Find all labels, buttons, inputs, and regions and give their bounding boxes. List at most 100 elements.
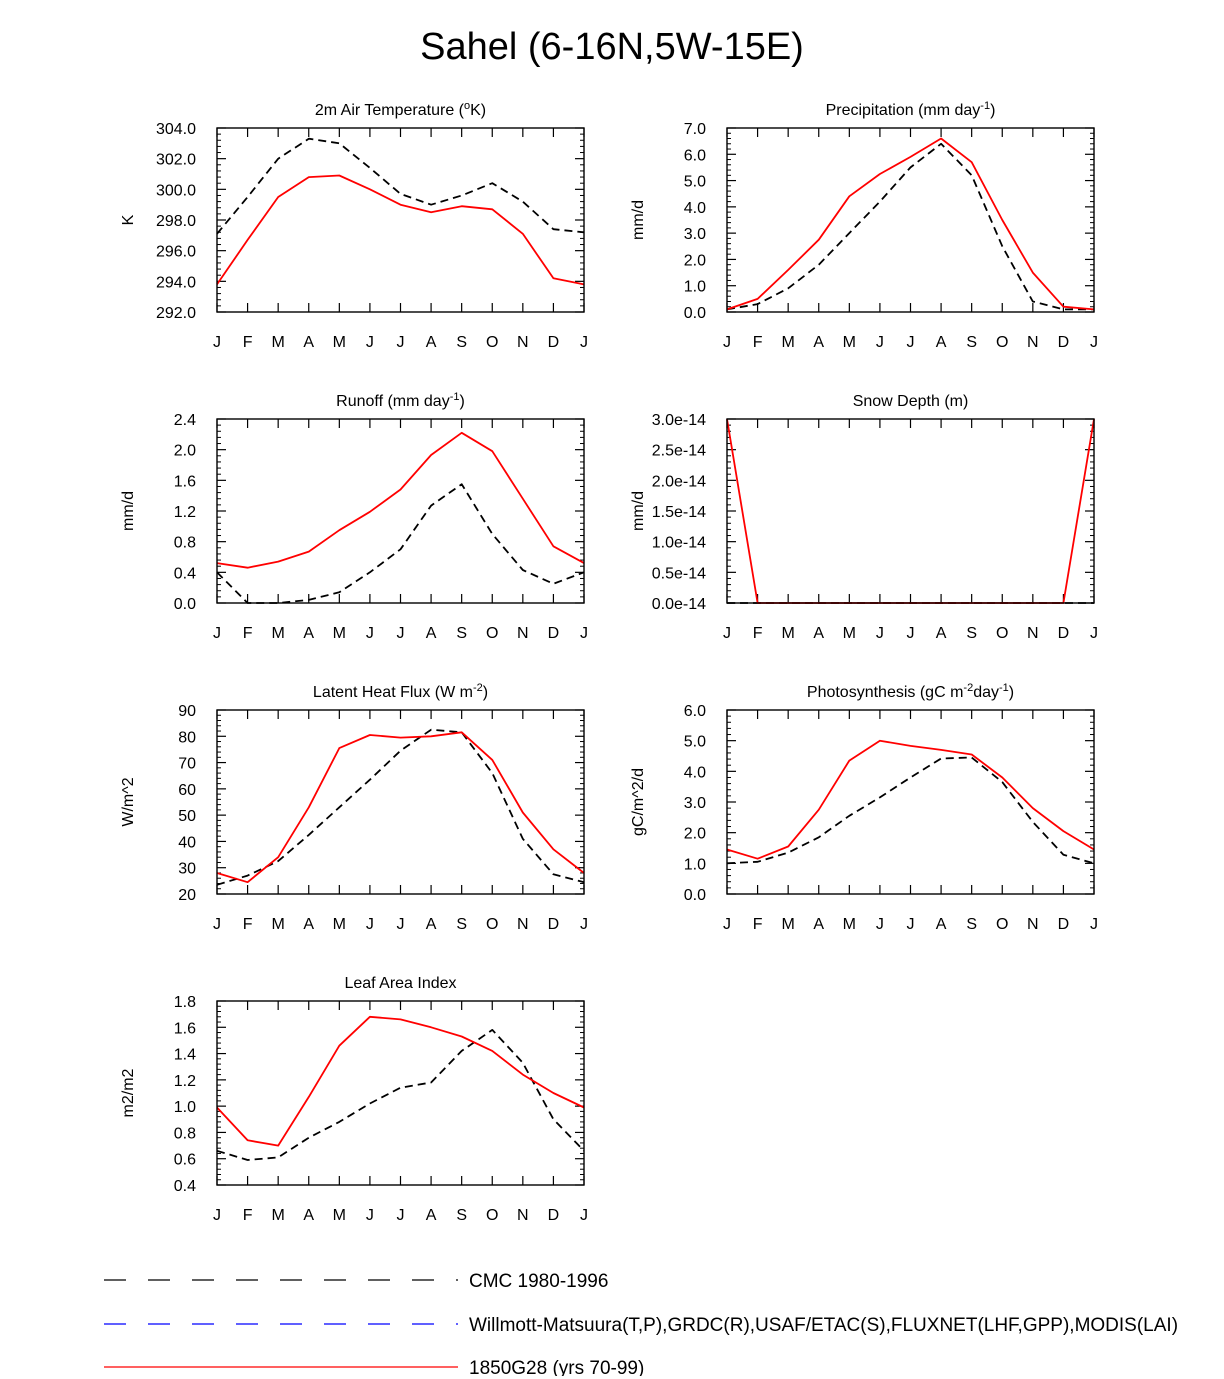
plot-frame	[216, 709, 585, 895]
x-tick-label: A	[303, 1207, 314, 1224]
plot-frame	[726, 127, 1095, 313]
y-tick-label: 1.0	[684, 279, 706, 296]
chart-title: Leaf Area Index	[344, 975, 456, 992]
x-tick-label: M	[333, 916, 346, 933]
y-tick-label: 3.0	[684, 795, 706, 812]
y-tick-label: 1.0e-14	[652, 535, 706, 552]
y-tick-label: 0.0e-14	[652, 596, 706, 613]
x-tick-label: A	[426, 625, 437, 642]
x-tick-label: O	[486, 1207, 498, 1224]
y-axis-label: gC/m^2/d	[630, 768, 647, 836]
title-text: day	[973, 684, 999, 701]
y-tick-label: 294.0	[156, 274, 196, 291]
y-axis-label: W/m^2	[120, 777, 137, 826]
title-text: Snow Depth (m)	[853, 393, 969, 410]
series-line-model	[216, 1015, 585, 1147]
x-tick-label: N	[517, 1207, 529, 1224]
x-tick-label: F	[243, 916, 253, 933]
title-text: 2m Air Temperature (	[315, 102, 465, 119]
x-tick-label: O	[996, 625, 1008, 642]
x-tick-label: N	[517, 334, 529, 351]
chart-leaf-area-index: Leaf Area Index m2/m2 0.4 0.6 0.8 1.0 1.2 1.4 1.…	[120, 975, 588, 1224]
title-superscript: o	[464, 100, 470, 112]
legend: CMC 1980-1996 Willmott-Matsuura(T,P),GRD…	[104, 1271, 1178, 1376]
x-tick-label: F	[243, 1207, 253, 1224]
x-tick-label: J	[397, 625, 405, 642]
plot-frame	[726, 418, 1095, 604]
x-tick-label: F	[243, 334, 253, 351]
x-tick-label: J	[876, 334, 884, 351]
y-tick-label: 5.0	[684, 174, 706, 191]
y-tick-label: 1.5e-14	[652, 504, 706, 521]
x-tick-label: F	[753, 916, 763, 933]
chart-latent-heat-flux: Latent Heat Flux (W m-2) W/m^2 20 30 40 50 60 7…	[120, 682, 588, 933]
x-tick-label: J	[366, 625, 374, 642]
x-tick-label: M	[782, 916, 795, 933]
x-tick-label: A	[426, 1207, 437, 1224]
y-tick-label: 1.0	[174, 1099, 196, 1116]
x-tick-label: J	[397, 916, 405, 933]
x-tick-label: O	[996, 334, 1008, 351]
chart-title: Latent Heat Flux (W m-2)	[313, 682, 488, 701]
y-tick-label: 0.0	[174, 596, 196, 613]
x-tick-label: J	[1090, 334, 1098, 351]
x-tick-label: O	[486, 334, 498, 351]
x-tick-label: M	[333, 1207, 346, 1224]
series-line-cmc	[216, 137, 585, 235]
y-tick-label: 1.0	[684, 856, 706, 873]
y-tick-label: 7.0	[684, 121, 706, 138]
x-tick-label: J	[213, 334, 221, 351]
y-tick-label: 2.0	[684, 826, 706, 843]
chart-snow-depth: Snow Depth (m) mm/d 0.0e-14 0.5e-14 1.0e-14 1…	[630, 393, 1098, 642]
x-tick-label: J	[907, 334, 915, 351]
title-text: Leaf Area Index	[344, 975, 456, 992]
y-tick-label: 2.5e-14	[652, 443, 706, 460]
y-tick-label: 0.4	[174, 1178, 196, 1195]
figure-title: Sahel (6-16N,5W-15E)	[420, 26, 804, 68]
x-tick-label: A	[303, 625, 314, 642]
x-tick-label: J	[907, 625, 915, 642]
series-line-model	[726, 418, 1095, 604]
x-tick-label: M	[272, 1207, 285, 1224]
x-tick-label: M	[272, 916, 285, 933]
legend-entry-model: 1850G28 (yrs 70-99)	[104, 1358, 644, 1376]
y-tick-label: 0.0	[684, 887, 706, 904]
x-tick-label: J	[580, 334, 588, 351]
y-tick-label: 90	[178, 703, 196, 720]
series-line-model	[216, 431, 585, 569]
y-tick-label: 4.0	[684, 200, 706, 217]
x-tick-label: D	[548, 334, 560, 351]
x-tick-label: A	[303, 334, 314, 351]
legend-entry-observations: Willmott-Matsuura(T,P),GRDC(R),USAF/ETAC…	[104, 1315, 1178, 1336]
y-tick-label: 1.8	[174, 994, 196, 1011]
x-tick-label: A	[813, 334, 824, 351]
x-tick-label: A	[813, 625, 824, 642]
x-tick-label: A	[936, 916, 947, 933]
chart-title: Runoff (mm day-1)	[336, 391, 465, 410]
y-axis-label: mm/d	[630, 491, 647, 531]
series-line-cmc	[216, 728, 585, 886]
y-tick-label: 4.0	[684, 764, 706, 781]
y-tick-label: 60	[178, 782, 196, 799]
y-tick-label: 2.0	[174, 443, 196, 460]
x-tick-label: J	[723, 625, 731, 642]
plot-frame	[216, 127, 585, 313]
title-superscript: -2	[473, 682, 483, 694]
chart-title: Snow Depth (m)	[853, 393, 969, 410]
x-tick-label: M	[782, 334, 795, 351]
y-tick-label: 302.0	[156, 152, 196, 169]
title-text: )	[1009, 684, 1014, 701]
x-tick-label: M	[782, 625, 795, 642]
x-tick-label: J	[213, 625, 221, 642]
title-text: Latent Heat Flux (W m	[313, 684, 473, 701]
x-tick-label: J	[366, 916, 374, 933]
title-text: Runoff (mm day	[336, 393, 450, 410]
series-line-cmc	[726, 142, 1094, 311]
x-tick-label: S	[456, 625, 467, 642]
x-tick-label: J	[876, 625, 884, 642]
x-tick-label: M	[333, 625, 346, 642]
y-tick-label: 50	[178, 808, 196, 825]
x-tick-label: J	[366, 1207, 374, 1224]
y-tick-label: 0.4	[174, 565, 196, 582]
y-tick-label: 0.8	[174, 535, 196, 552]
